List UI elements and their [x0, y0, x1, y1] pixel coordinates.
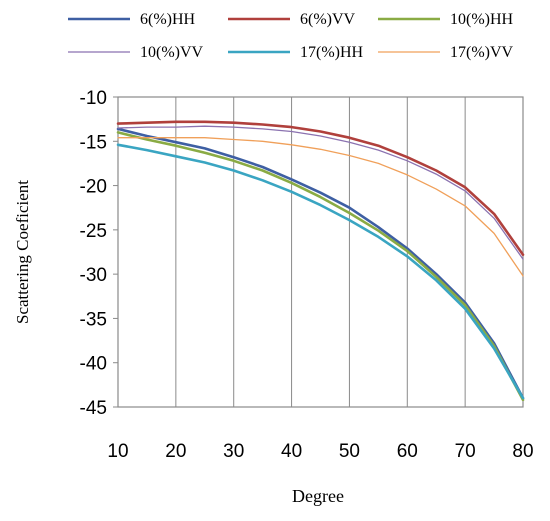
x-tick-label: 30 [223, 441, 244, 462]
y-tick-label: -35 [80, 309, 107, 330]
series-line-17-hh [116, 143, 525, 400]
series-line-6-vv [116, 120, 525, 256]
y-tick-label: -15 [80, 132, 107, 153]
x-tick-label: 20 [165, 441, 186, 462]
series-lines [116, 120, 525, 402]
x-tick-label: 40 [281, 441, 302, 462]
x-tick-label: 50 [339, 441, 360, 462]
y-tick-label: -10 [80, 88, 107, 109]
series-line-10-vv [117, 125, 524, 260]
y-tick-label: -45 [80, 398, 107, 419]
plot-area [117, 96, 524, 408]
x-tick-label: 80 [512, 441, 533, 462]
legend-label: 6(%)VV [300, 11, 356, 28]
legend-label: 17(%)VV [450, 44, 514, 61]
grid-lines [175, 97, 466, 407]
x-tick-label: 60 [397, 441, 418, 462]
y-axis-label: Scattering Coeficient [13, 180, 32, 324]
y-tick-label: -25 [80, 221, 107, 242]
y-tick-label: -20 [80, 177, 107, 198]
legend-label: 10(%)HH [450, 11, 514, 28]
x-tick-label: 10 [107, 441, 128, 462]
legend: 6(%)HH 6(%)VV 10(%)HH 10(%)VV 17(%)HH 17(%)VV [68, 11, 514, 61]
legend-label: 17(%)HH [300, 44, 364, 61]
y-axis-ticks: -10 -15 -20 -25 -30 -35 -40 -45 [80, 88, 118, 419]
legend-label: 6(%)HH [140, 11, 196, 28]
x-axis-ticks: 10 20 30 40 50 60 70 80 [107, 441, 533, 462]
legend-label: 10(%)VV [140, 44, 204, 61]
series-line-17-vv [117, 137, 524, 277]
series-line-6-hh [116, 127, 525, 400]
series-line-10-hh [116, 131, 525, 402]
x-axis-label: Degree [292, 486, 344, 506]
y-tick-label: -40 [80, 354, 107, 375]
y-tick-label: -30 [80, 265, 107, 286]
x-tick-label: 70 [455, 441, 476, 462]
